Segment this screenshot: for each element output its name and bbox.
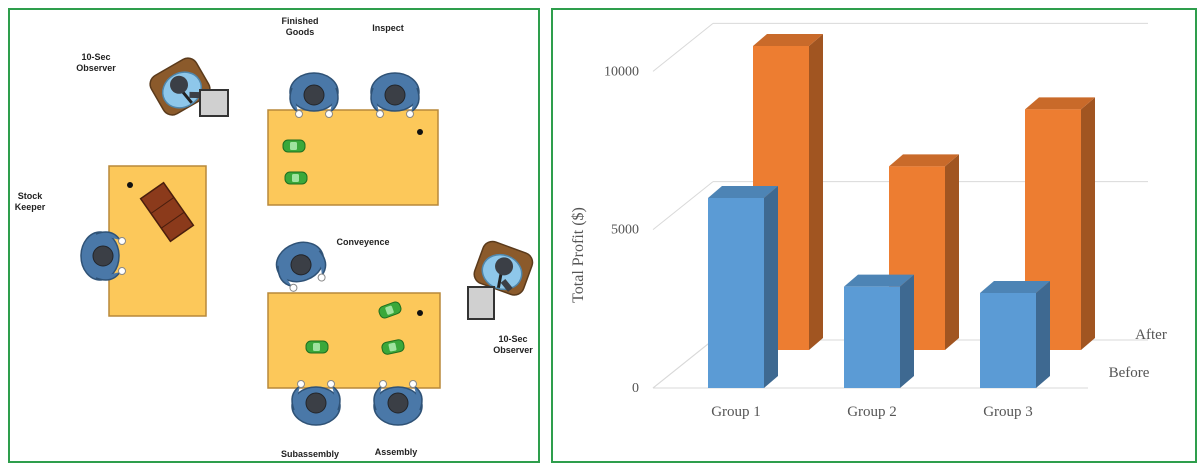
profit-bar-chart: 0 5000 10000 Group 1 Group 2 Group 3 After Befo… (570, 22, 1167, 420)
x-tick-label: Group 1 (711, 404, 761, 420)
work-table-top (267, 109, 439, 206)
label-assembly: Assembly (375, 447, 418, 457)
toy-car-icon (284, 171, 308, 185)
tablet-icon (199, 89, 229, 117)
label-finished-goods-1: Finished (281, 16, 318, 26)
series-depth-label: Before (1109, 365, 1150, 381)
worker-icon-conveyence (270, 235, 333, 295)
x-tick-label: Group 3 (983, 404, 1033, 420)
label-subassembly: Subassembly (281, 449, 339, 459)
worker-icon-finished-goods (289, 72, 339, 119)
label-observer-right-2: Observer (493, 345, 533, 355)
series-depth-label: After (1135, 327, 1167, 343)
label-stock-keeper-1: Stock (18, 191, 44, 201)
label-conveyence: Conveyence (336, 237, 389, 247)
profit-chart-panel: 0 5000 10000 Group 1 Group 2 Group 3 After Befo… (551, 8, 1197, 463)
y-tick-label: 10000 (604, 64, 639, 79)
worker-icon-subassembly (291, 379, 341, 426)
x-tick-label: Group 2 (847, 404, 897, 420)
parts-box-icon (139, 181, 195, 243)
work-table-bottom (267, 292, 441, 389)
worker-icon-stock-keeper (80, 231, 127, 281)
marker-dot-icon (417, 310, 423, 316)
y-tick-label: 5000 (611, 223, 639, 238)
bar-before-group-3 (980, 281, 1050, 388)
label-stock-keeper-2: Keeper (15, 202, 46, 212)
label-observer-top-2: Observer (76, 63, 116, 73)
label-inspect: Inspect (372, 23, 404, 33)
toy-car-icon (282, 139, 306, 153)
worker-icon-assembly (373, 379, 423, 426)
marker-dot-icon (127, 182, 133, 188)
toy-car-icon (305, 340, 329, 354)
marker-dot-icon (417, 129, 423, 135)
layout-diagram-panel: Finished Goods Inspect 10-Sec Observer S… (8, 8, 540, 463)
layout-diagram: Finished Goods Inspect 10-Sec Observer S… (15, 16, 540, 459)
label-finished-goods-2: Goods (286, 27, 315, 37)
label-observer-top-1: 10-Sec (81, 52, 110, 62)
y-tick-label: 0 (632, 381, 639, 396)
tablet-icon (467, 286, 495, 320)
chart-labels: 0 5000 10000 Group 1 Group 2 Group 3 After Befo… (604, 64, 1167, 420)
worker-icon-inspect (370, 72, 420, 119)
y-axis-title: Total Profit ($) (570, 207, 587, 303)
chart-bars (708, 34, 1095, 388)
bar-before-group-1 (708, 186, 778, 388)
label-observer-right-1: 10-Sec (498, 334, 527, 344)
bar-before-group-2 (844, 274, 914, 388)
